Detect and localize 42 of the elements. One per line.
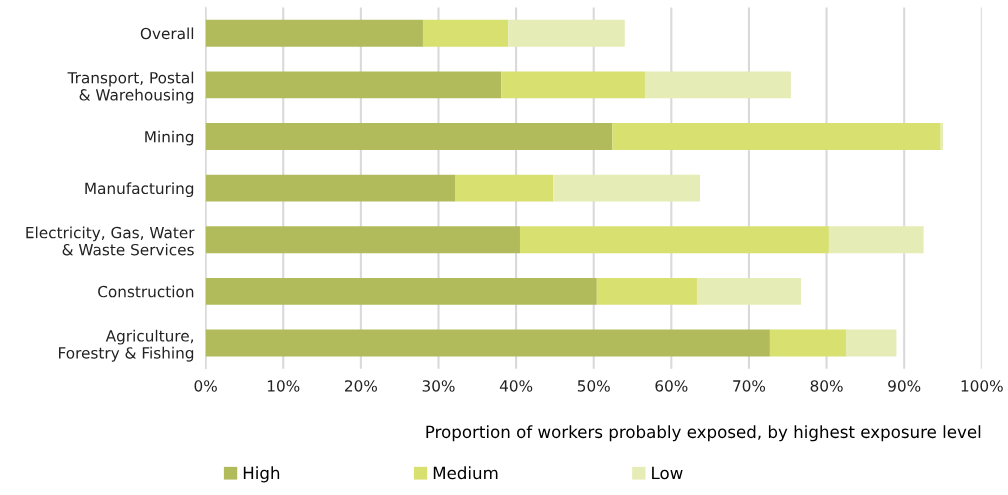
bar <box>205 71 502 99</box>
bar <box>205 226 520 254</box>
x-tick-label: 70% <box>733 380 766 392</box>
bar <box>205 329 770 357</box>
bar <box>205 123 613 150</box>
bar <box>696 277 801 305</box>
bar <box>612 123 941 150</box>
x-tick-label: 20% <box>345 380 377 392</box>
y-tick-label: Manufacturing <box>85 182 194 198</box>
x-tick-label: 40% <box>499 380 533 392</box>
y-tick-label: Mining <box>145 130 194 146</box>
bar <box>501 71 645 99</box>
bar <box>596 277 697 305</box>
bar <box>422 19 509 47</box>
bar <box>519 226 829 254</box>
legend-label: Medium <box>433 466 498 480</box>
bar <box>644 71 791 99</box>
x-tick-label: 100% <box>961 380 1003 392</box>
bar <box>828 226 924 254</box>
x-tick-label: 10% <box>267 380 300 392</box>
y-tick-label: Electricity, Gas, Water & Waste Services <box>26 226 195 256</box>
bar <box>508 19 625 47</box>
bar <box>455 174 554 202</box>
bar <box>553 174 701 202</box>
x-tick-label: 0% <box>194 380 217 392</box>
x-tick-label: 50% <box>577 380 610 392</box>
legend-label: Low <box>652 466 683 480</box>
y-tick-label: Construction <box>98 285 194 298</box>
y-tick-label: Transport, Postal & Warehousing <box>67 71 194 104</box>
bar <box>205 19 423 47</box>
x-tick-label: 80% <box>810 380 843 392</box>
y-tick-label: Agriculture, Forestry & Fishing <box>59 329 194 362</box>
x-axis-title: Proportion of workers probably exposed, by highest exposure level <box>426 425 981 442</box>
x-tick-label: 60% <box>655 380 688 392</box>
bar <box>205 277 597 305</box>
bar <box>845 329 897 357</box>
bar <box>205 174 456 202</box>
legend-label: High <box>243 466 280 483</box>
x-tick-label: 90% <box>888 380 921 392</box>
y-tick-label: Overall <box>140 27 194 40</box>
bar <box>769 329 846 357</box>
x-tick-label: 30% <box>422 380 455 392</box>
